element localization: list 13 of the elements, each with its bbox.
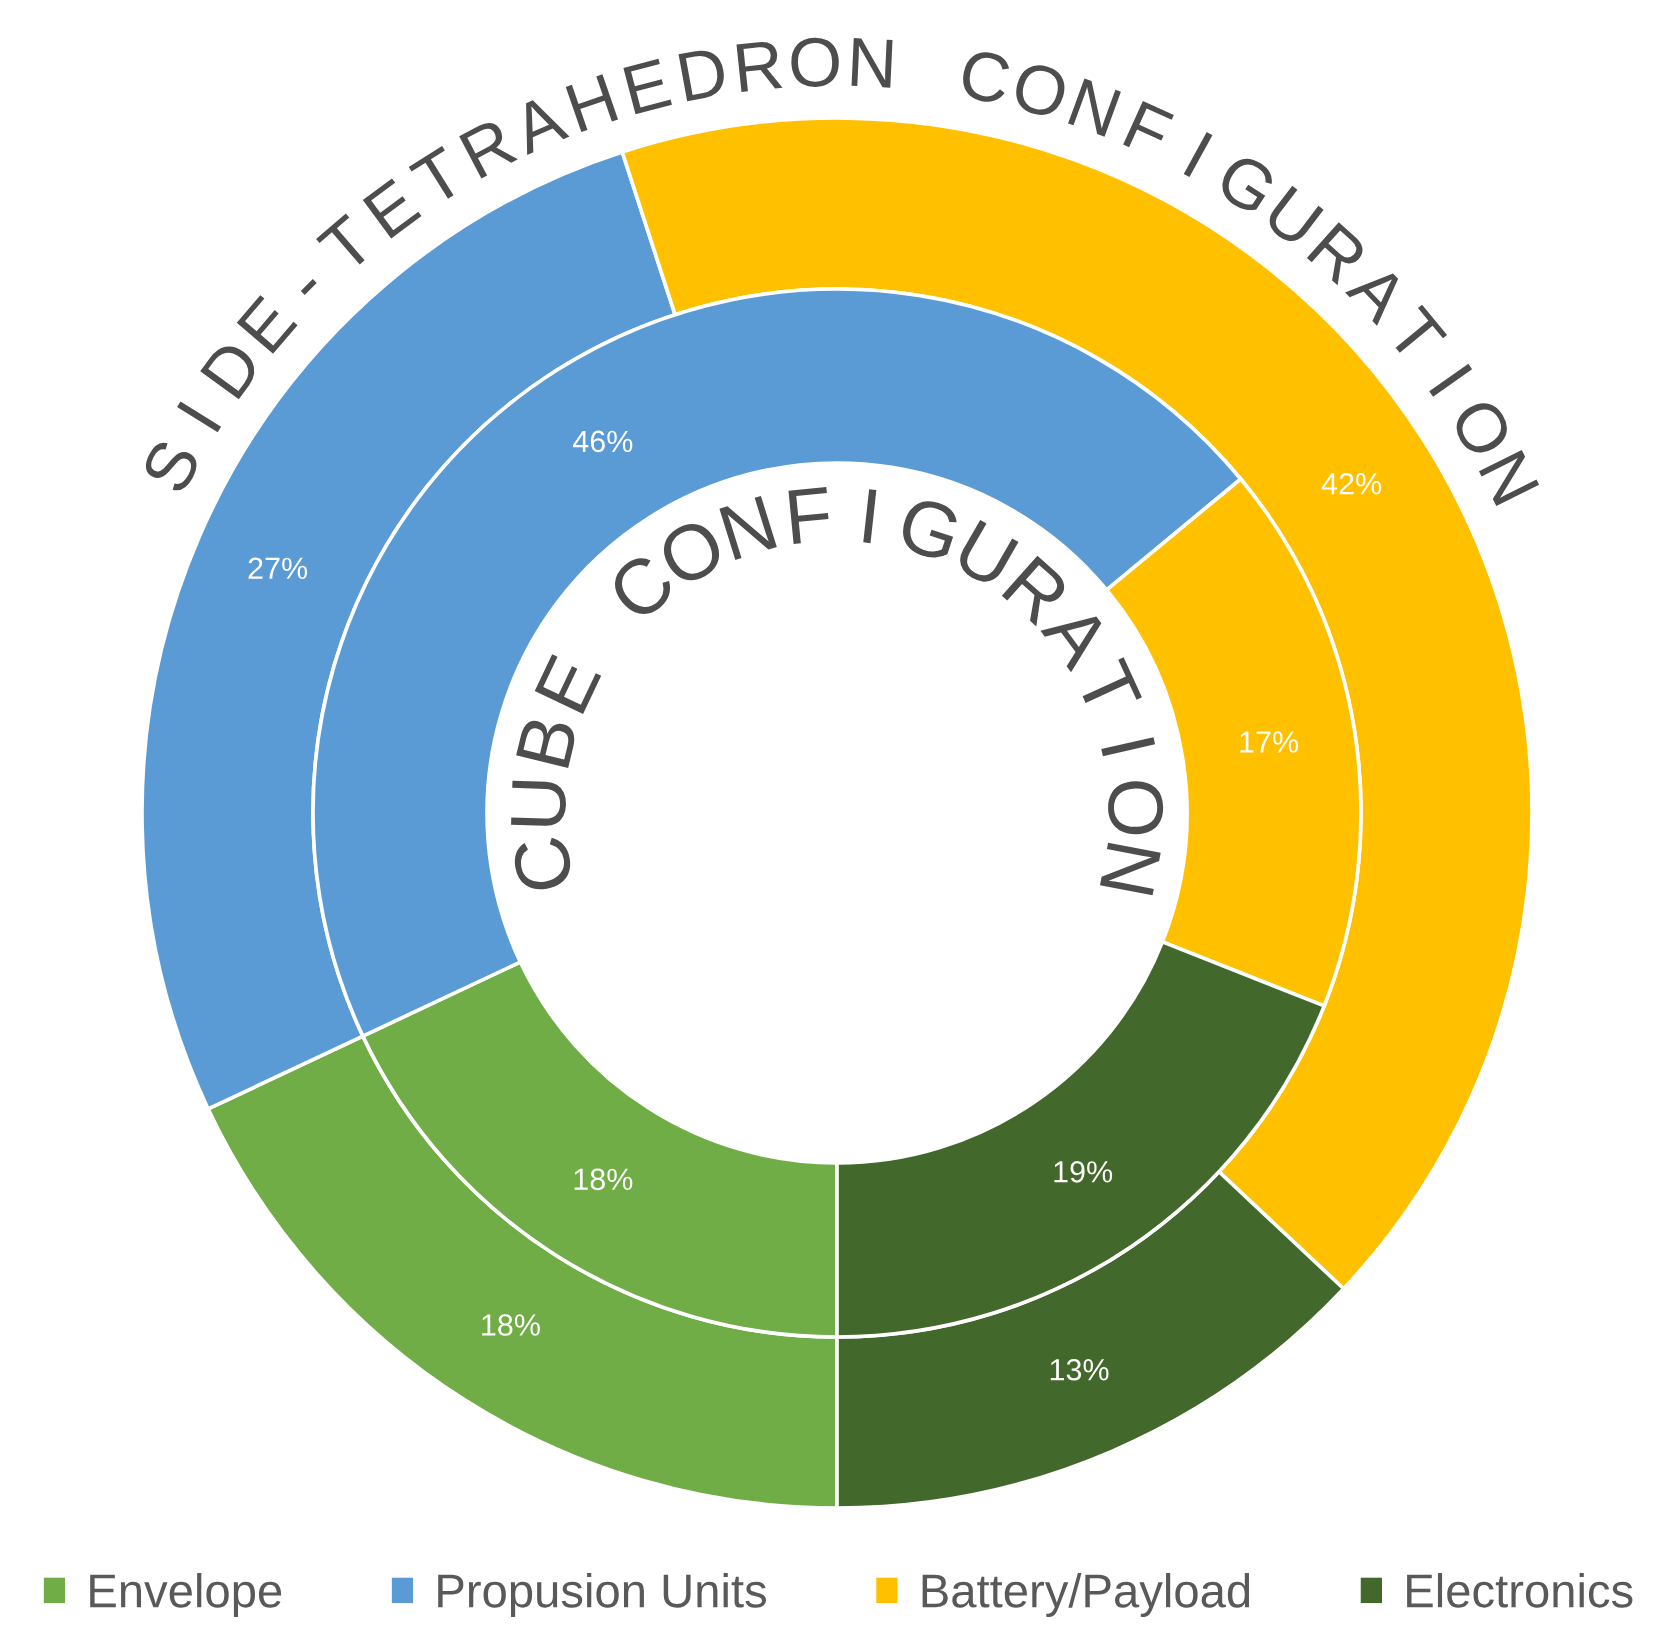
legend-label: Propusion Units — [438, 1572, 766, 1618]
text: CUBE CONFIGURATION — [511, 487, 1164, 896]
legend-label: Battery/Payload — [922, 1572, 1250, 1618]
data-label: 42% — [1321, 472, 1382, 495]
legend-label: Electronics — [1407, 1572, 1633, 1608]
legend-label: Envelope — [90, 1572, 282, 1618]
data-label: 17% — [1240, 731, 1299, 753]
data-label: 27% — [248, 557, 308, 580]
data-label: 18% — [574, 1168, 633, 1191]
data-label: 46% — [572, 430, 633, 453]
data-label: 18% — [482, 1314, 540, 1336]
data-label: 19% — [1054, 1161, 1113, 1183]
data-label: 13% — [1050, 1358, 1109, 1381]
